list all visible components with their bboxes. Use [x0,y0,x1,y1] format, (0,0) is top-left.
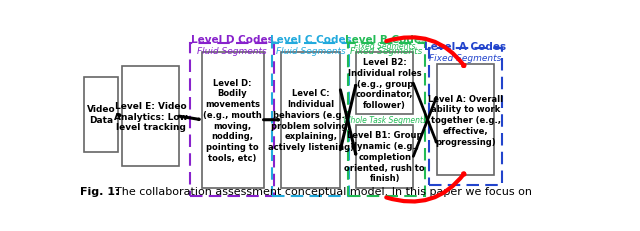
Text: Level B1: Group
dynamic (e.g.,
completion
oriented, rush to
finish): Level B1: Group dynamic (e.g., completio… [344,131,425,182]
Text: Fluid Segments: Fluid Segments [197,46,267,55]
Bar [84,78,118,152]
Bar [437,65,494,175]
Text: The collaboration assessment conceptual model. In this paper we focus on: The collaboration assessment conceptual … [108,186,532,196]
Bar [356,53,413,115]
Text: Level E: Video
Analytics: Low
level tracking: Level E: Video Analytics: Low level trac… [114,101,188,132]
Text: Level C:
Individual
behaviors (e.g.,
problem solving,
explaining,
actively liste: Level C: Individual behaviors (e.g., pro… [268,89,354,152]
Bar [429,49,502,185]
Text: Level D:
Bodily
movements
(e.g., mouth
moving,
nodding,
pointing to
tools, etc): Level D: Bodily movements (e.g., mouth m… [203,78,262,162]
Text: Fixed Segments: Fixed Segments [429,54,502,62]
Bar [202,53,264,188]
Text: Level A: Overall
ability to work
together (e.g.,
effective,
progressing): Level A: Overall ability to work togethe… [428,94,503,146]
Text: Fig. 1:: Fig. 1: [80,186,120,196]
Text: Whole Task Segments: Whole Task Segments [343,115,427,124]
Bar [356,126,413,188]
Bar [272,44,349,196]
Text: Level B Codes: Level B Codes [346,35,428,45]
Text: Fluid Segments: Fluid Segments [276,46,346,55]
Bar [122,67,179,167]
Bar [348,44,425,196]
Text: Level B2:
Individual roles
(e.g., group
coordinator,
follower): Level B2: Individual roles (e.g., group … [348,58,422,110]
Text: Fixed Segments: Fixed Segments [350,46,422,55]
Text: Level C Codes: Level C Codes [270,35,351,45]
Text: Level A Codes: Level A Codes [424,42,506,52]
Bar [190,44,275,196]
Bar [281,53,340,188]
Text: Level D Codes: Level D Codes [191,35,274,45]
Text: Video
Data: Video Data [86,105,115,125]
Text: Fixed Segments: Fixed Segments [354,42,415,51]
